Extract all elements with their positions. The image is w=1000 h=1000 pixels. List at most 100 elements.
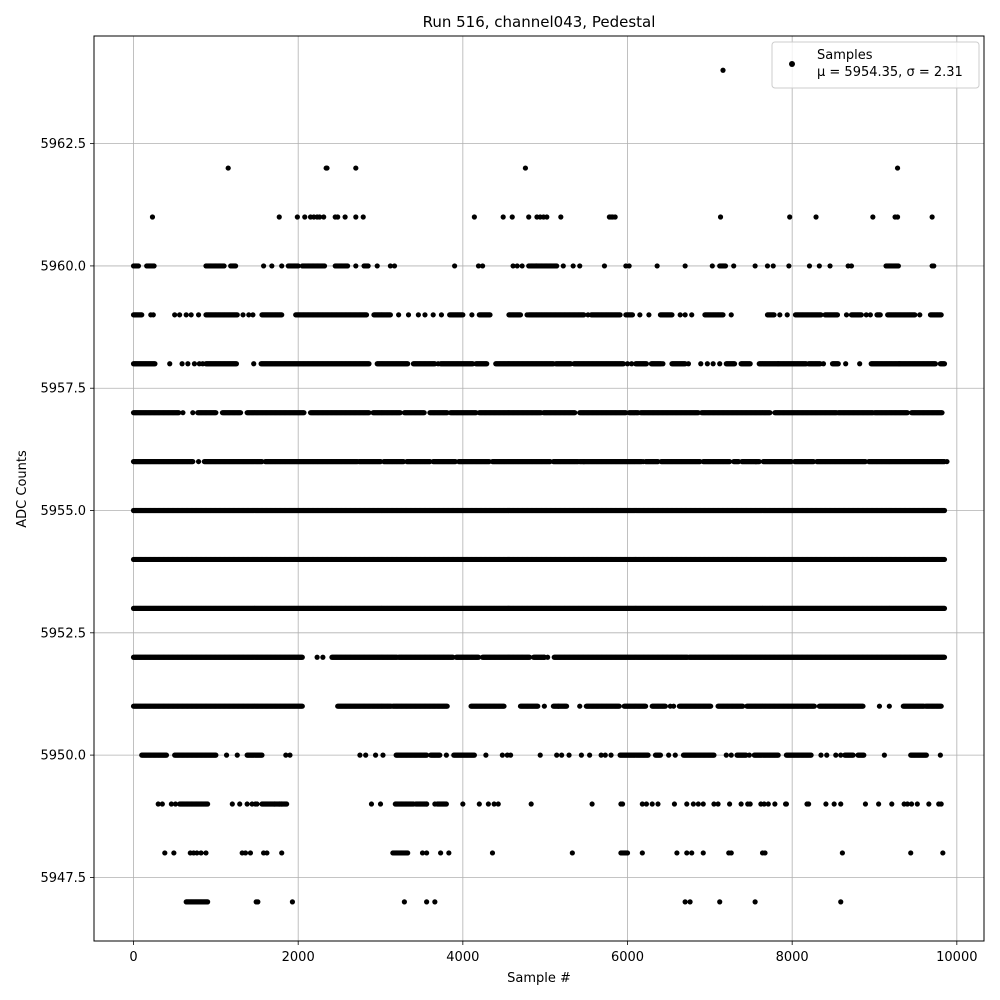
data-point: [190, 458, 196, 465]
data-point: [353, 263, 359, 269]
data-point: [857, 361, 863, 367]
data-point: [152, 361, 158, 367]
data-point: [682, 263, 688, 269]
data-point: [279, 263, 285, 269]
data-point: [353, 165, 359, 171]
data-point: [177, 312, 183, 318]
data-points: [130, 67, 950, 905]
data-point: [932, 361, 939, 367]
data-point: [179, 361, 185, 367]
data-point: [624, 361, 631, 367]
data-point: [391, 263, 398, 269]
data-point: [917, 312, 923, 318]
data-point: [554, 263, 560, 269]
data-point: [353, 214, 359, 220]
data-point: [717, 214, 724, 220]
data-point: [904, 410, 911, 416]
data-point: [526, 214, 532, 220]
data-point: [435, 361, 441, 367]
data-point: [397, 410, 403, 416]
data-point: [577, 263, 583, 269]
data-point: [366, 410, 372, 416]
data-point: [612, 214, 618, 220]
data-point: [421, 410, 427, 416]
data-point: [316, 214, 323, 220]
data-point: [704, 361, 710, 367]
data-point: [233, 263, 239, 269]
data-point: [770, 263, 776, 269]
data-point: [941, 361, 948, 367]
data-point: [150, 312, 156, 318]
data-point: [643, 361, 650, 367]
data-point: [233, 361, 240, 367]
data-point: [335, 214, 341, 220]
data-point: [405, 312, 412, 318]
data-point: [276, 214, 282, 220]
data-point: [246, 312, 252, 318]
data-point: [321, 214, 327, 220]
data-point: [637, 312, 643, 318]
data-point: [620, 361, 626, 367]
data-point: [820, 361, 827, 367]
data-point: [176, 410, 182, 416]
data-point: [784, 312, 790, 318]
data-point: [912, 312, 918, 318]
data-point: [234, 312, 240, 318]
chart-title: Run 516, channel043, Pedestal: [423, 13, 656, 31]
data-point: [771, 312, 777, 318]
data-point: [835, 361, 841, 367]
data-point: [931, 263, 937, 269]
data-point: [195, 458, 202, 465]
data-point: [682, 312, 688, 318]
data-point: [669, 312, 675, 318]
data-point: [848, 263, 855, 269]
data-point: [269, 263, 275, 269]
data-point: [777, 312, 783, 318]
data-point: [191, 361, 198, 367]
data-point: [279, 312, 285, 318]
data-point: [560, 263, 566, 269]
data-point: [519, 263, 525, 269]
data-point: [816, 263, 822, 269]
data-point: [646, 312, 652, 318]
data-point: [660, 361, 666, 367]
data-point: [295, 263, 301, 269]
data-point: [422, 312, 428, 318]
data-point: [601, 263, 608, 269]
data-point: [151, 263, 157, 269]
data-point: [720, 312, 726, 318]
data-point: [190, 410, 196, 416]
data-point: [250, 312, 256, 318]
data-point: [544, 214, 550, 220]
data-point: [629, 361, 635, 367]
data-point: [629, 312, 636, 318]
data-point: [487, 312, 493, 318]
data-point: [460, 312, 466, 318]
data-point: [752, 263, 758, 269]
data-point: [200, 361, 206, 367]
data-point: [731, 263, 737, 269]
data-point: [261, 263, 267, 269]
data-point: [894, 165, 901, 171]
data-point: [524, 312, 530, 318]
data-point: [827, 263, 833, 269]
data-point: [321, 263, 328, 269]
data-point: [626, 263, 632, 269]
data-point: [585, 312, 591, 318]
data-point: [867, 312, 873, 318]
data-point: [344, 263, 351, 269]
data-point: [834, 312, 841, 318]
data-point: [731, 361, 738, 367]
data-point: [452, 263, 458, 269]
data-point: [324, 165, 330, 171]
data-point: [858, 312, 864, 318]
data-point: [533, 263, 539, 269]
data-point: [939, 410, 945, 416]
data-point: [640, 458, 646, 465]
data-point: [302, 214, 308, 220]
data-point: [387, 263, 393, 269]
data-point: [689, 312, 695, 318]
data-point: [396, 312, 402, 318]
data-point: [430, 312, 436, 318]
